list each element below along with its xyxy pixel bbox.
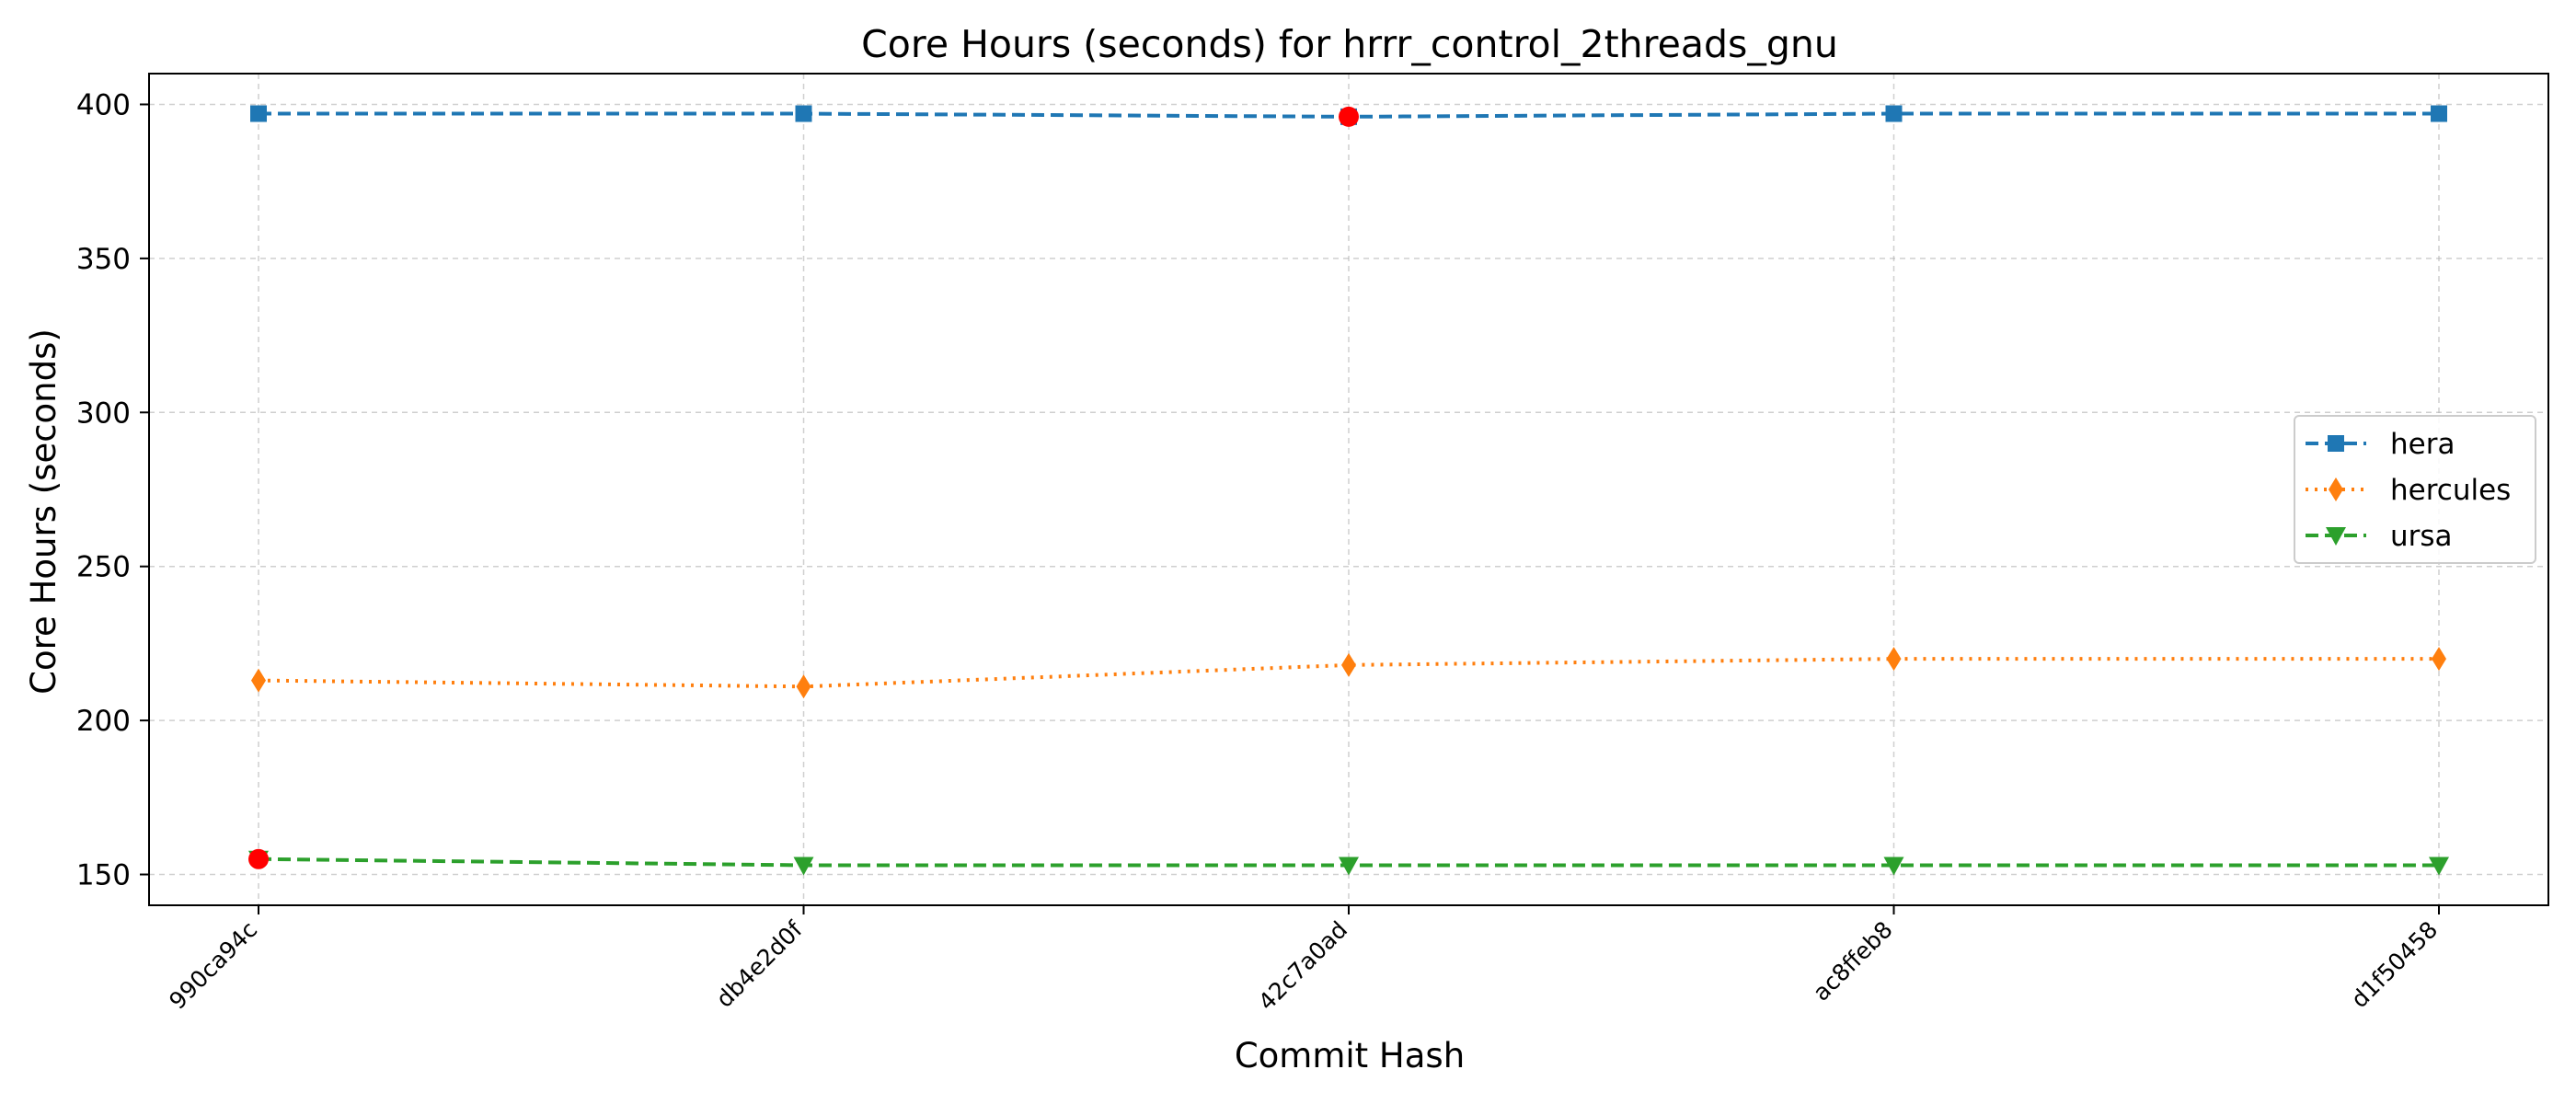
data-point-hercules (1886, 647, 1902, 672)
y-tick-label: 150 (76, 859, 131, 892)
data-point-hercules (251, 668, 266, 693)
data-point-hercules (796, 674, 811, 699)
y-axis-ticks: 150 200 250 300 350 400 (76, 88, 149, 892)
y-tick-label: 350 (76, 243, 131, 276)
data-point-hera (1885, 105, 1903, 122)
y-tick-label: 200 (76, 705, 131, 738)
data-point-hercules (2432, 647, 2446, 672)
y-tick-label: 250 (76, 551, 131, 584)
data-point-ursa (1883, 857, 1904, 876)
data-point-ursa (1339, 857, 1359, 876)
highlight-point-hera (1339, 106, 1359, 127)
data-point-hera (2431, 105, 2447, 122)
data-point-hera (795, 105, 812, 122)
data-point-hera (250, 105, 267, 122)
highlight-point-ursa (248, 848, 269, 869)
highlight-layer (248, 106, 1359, 869)
y-tick-label: 300 (76, 397, 131, 430)
series-hercules (251, 647, 2446, 699)
grid (149, 74, 2548, 905)
legend-marker-hera (2328, 435, 2344, 452)
y-axis-label: Core Hours (seconds) (24, 328, 63, 695)
legend-label-ursa: ursa (2390, 520, 2453, 553)
legend: hera hercules ursa (2294, 415, 2536, 564)
legend-marker-ursa (2326, 527, 2346, 546)
legend-label-hercules: hercules (2390, 474, 2511, 507)
legend-box (2294, 415, 2536, 564)
legend-marker-hercules (2329, 477, 2343, 501)
legend-label-hera: hera (2390, 428, 2455, 461)
data-point-hercules (1341, 652, 1356, 677)
data-point-ursa (2429, 857, 2449, 876)
x-axis-label: Commit Hash (1235, 1036, 1465, 1075)
chart-title: Core Hours (seconds) for hrrr_control_2t… (861, 22, 1838, 66)
y-tick-label: 400 (76, 88, 131, 121)
data-point-ursa (793, 857, 814, 876)
